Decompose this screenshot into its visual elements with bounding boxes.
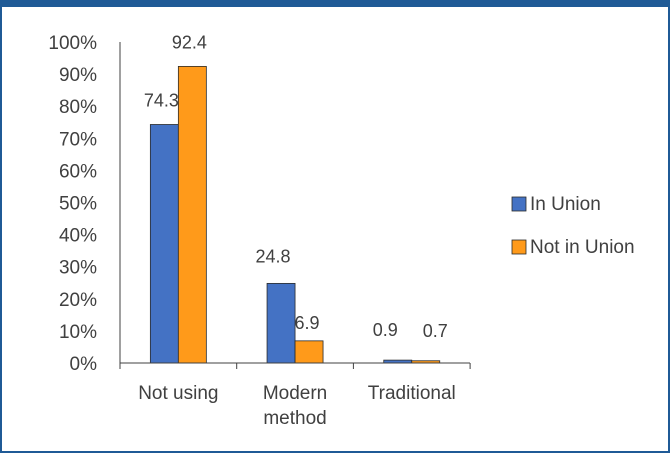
x-category-label: Traditional xyxy=(368,383,456,404)
y-tick-label: 30% xyxy=(59,258,97,279)
bar-not-in-union xyxy=(177,65,207,364)
data-label: 6.9 xyxy=(295,313,320,333)
y-tick-label: 100% xyxy=(48,33,97,54)
legend: In Union Not in Union xyxy=(511,194,635,258)
data-label: 0.7 xyxy=(423,321,448,341)
x-category-label: method xyxy=(263,408,326,429)
bars xyxy=(149,65,441,364)
data-labels: 74.3 92.4 24.8 6.9 0.9 0.7 xyxy=(144,32,448,340)
bar-in-union xyxy=(266,282,296,364)
legend-label: Not in Union xyxy=(530,237,635,258)
bar-not-in-union xyxy=(294,340,324,364)
x-category-label: Modern xyxy=(263,383,327,404)
data-label: 0.9 xyxy=(373,320,398,340)
y-tick-label: 50% xyxy=(59,194,97,215)
y-tick-label: 40% xyxy=(59,226,97,247)
x-category-label: Not using xyxy=(138,383,218,404)
legend-label: In Union xyxy=(530,194,601,215)
y-tick-label: 90% xyxy=(59,65,97,86)
legend-swatch xyxy=(511,196,527,212)
y-tick-label: 80% xyxy=(59,97,97,118)
y-axis: 0% 10% 20% 30% 40% 50% 60% 70% 80% 90% 100% xyxy=(48,33,121,375)
data-label: 24.8 xyxy=(256,246,291,266)
header-bar xyxy=(2,0,670,7)
data-label: 74.3 xyxy=(144,90,179,110)
y-tick-label: 20% xyxy=(59,290,97,311)
legend-swatch xyxy=(511,239,527,255)
x-axis: Not using Modern method Traditional xyxy=(119,362,471,429)
y-tick-label: 0% xyxy=(70,354,98,375)
y-tick-label: 70% xyxy=(59,129,97,150)
bar-in-union xyxy=(149,124,179,364)
data-label: 92.4 xyxy=(172,32,207,52)
y-tick-label: 10% xyxy=(59,322,97,343)
y-tick-label: 60% xyxy=(59,161,97,182)
